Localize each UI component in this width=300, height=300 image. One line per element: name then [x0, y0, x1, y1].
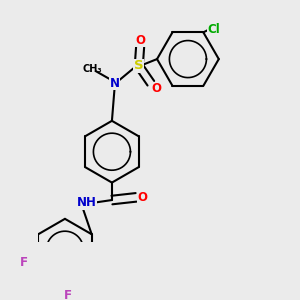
Text: O: O	[135, 34, 145, 47]
Text: S: S	[134, 59, 144, 72]
Text: O: O	[151, 82, 161, 95]
Text: CH₃: CH₃	[83, 64, 102, 74]
Text: N: N	[110, 77, 120, 90]
Text: NH: NH	[76, 196, 96, 209]
Text: F: F	[20, 256, 27, 269]
Text: Cl: Cl	[208, 23, 220, 36]
Text: O: O	[138, 191, 148, 204]
Text: F: F	[64, 290, 72, 300]
